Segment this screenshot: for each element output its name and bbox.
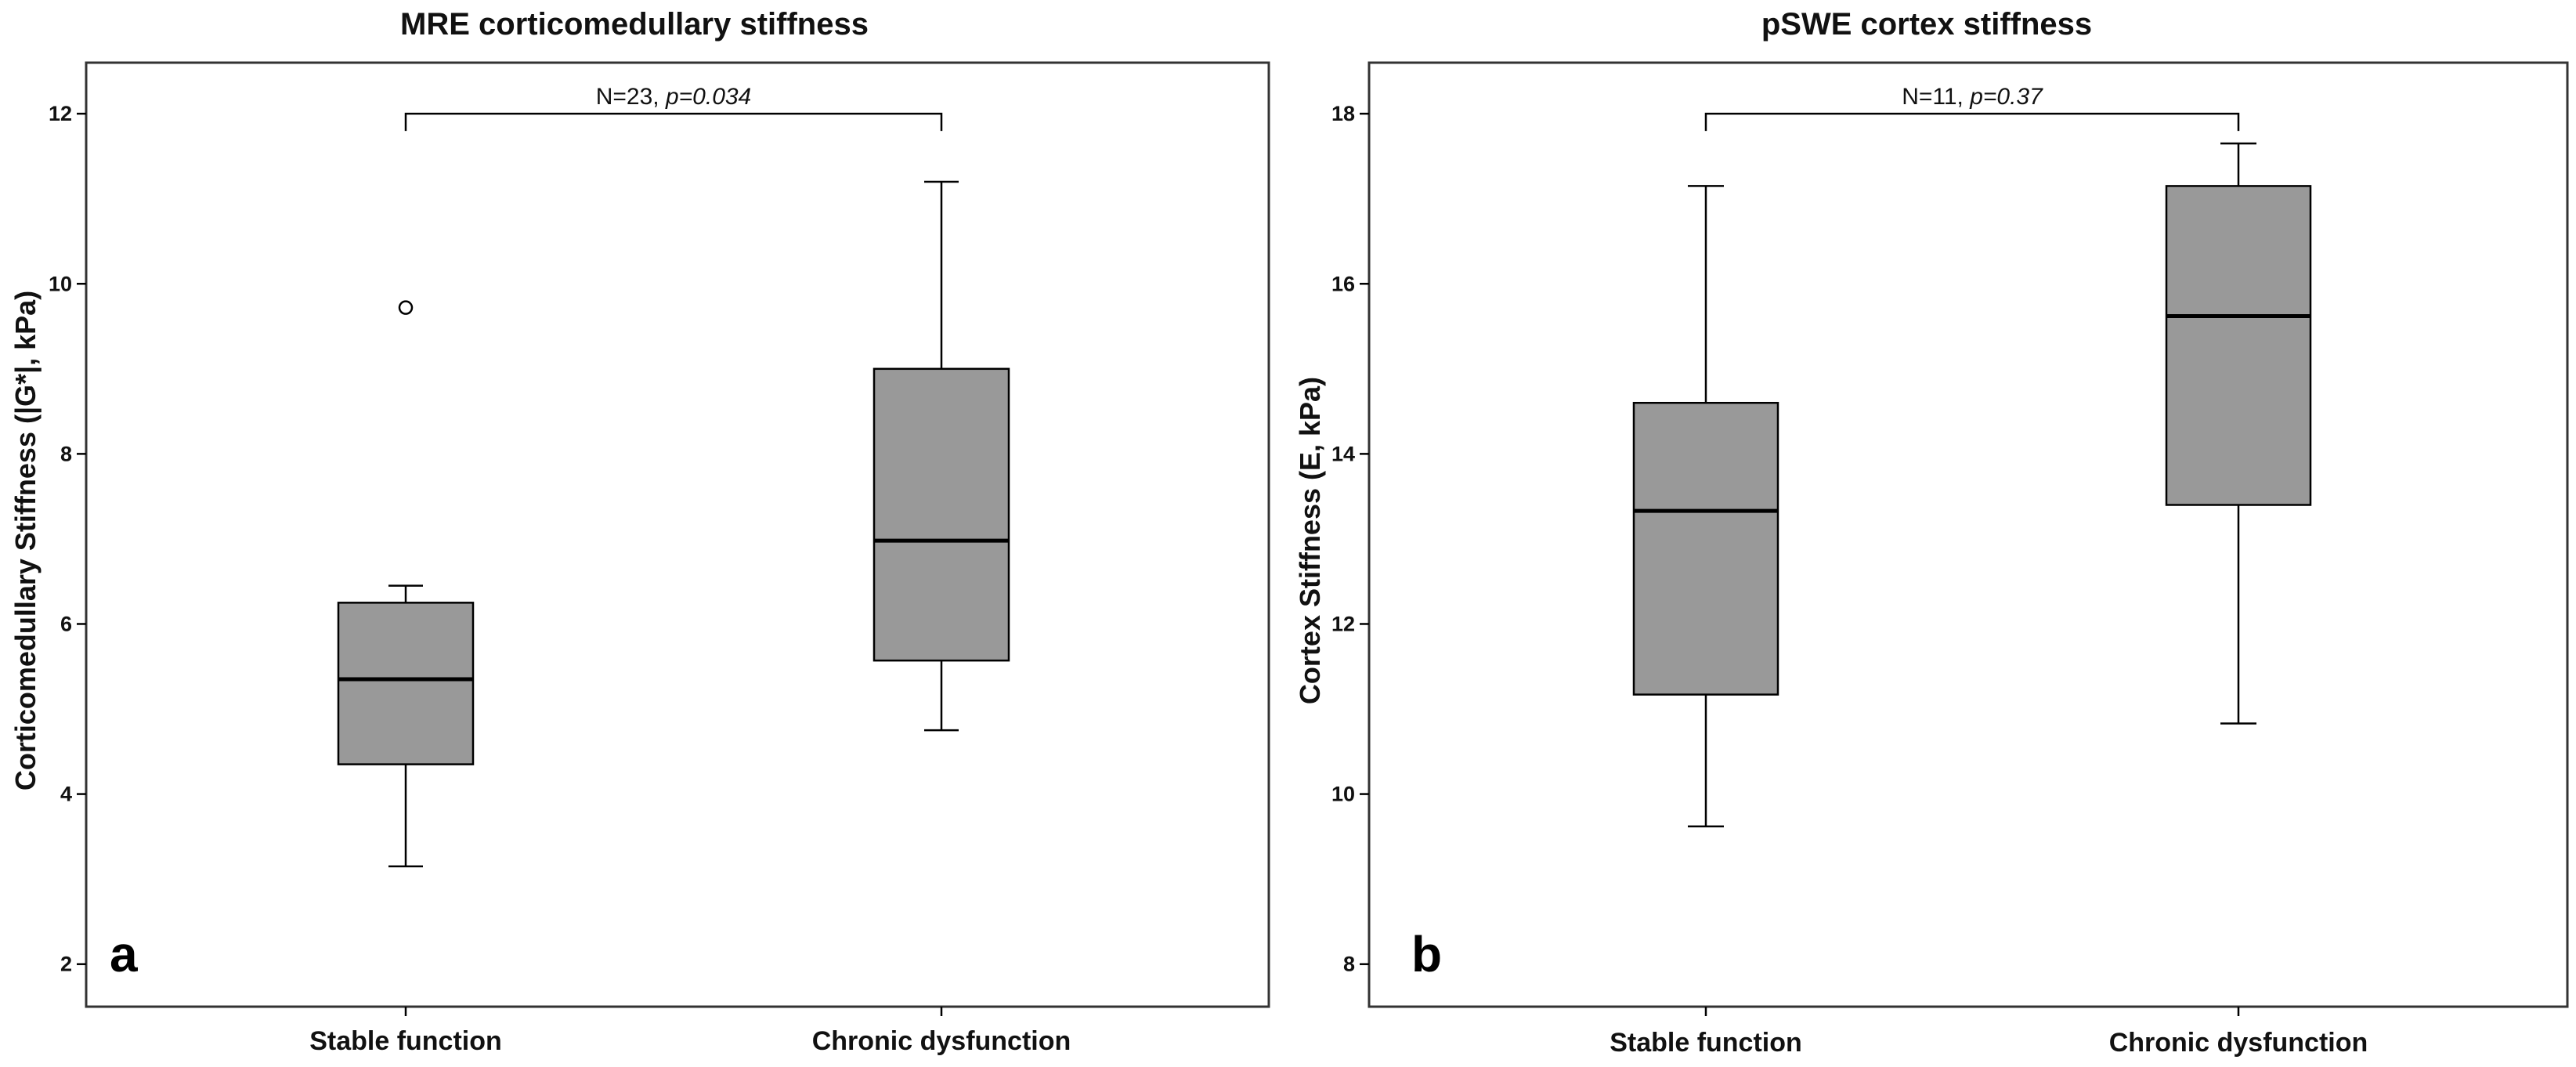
y-tick-label: 12 (49, 102, 72, 125)
y-tick-label: 10 (49, 272, 72, 295)
y-tick-label: 12 (1331, 612, 1355, 635)
y-tick-label: 16 (1331, 272, 1355, 295)
box-stable-function (337, 300, 475, 868)
y-axis-label: Corticomedullary Stiffness (|G*|, kPa) (9, 291, 42, 790)
iqr-box (337, 602, 475, 765)
y-axis: 8 10 12 14 16 18 Stable function Chronic dysfun… (1331, 102, 2368, 1058)
y-tick-label: 4 (60, 783, 72, 806)
p-value: p=0.37 (1969, 84, 2043, 110)
significance-text: N=23, p=0.034 (596, 84, 752, 110)
panel-a: MRE corticomedullary stiffness Corticome… (9, 7, 1270, 1056)
n-value: N=11, (1902, 84, 1970, 110)
boxes (1632, 142, 2312, 828)
significance-annotation: N=23, p=0.034 (404, 84, 943, 132)
iqr-box (1632, 401, 1779, 696)
x-category-label: Chronic dysfunction (2109, 1028, 2368, 1058)
box-chronic-dysfunction (2165, 142, 2312, 725)
y-tick-label: 8 (60, 442, 72, 465)
panel-letter: a (110, 926, 138, 982)
chart-title: MRE corticomedullary stiffness (400, 7, 869, 42)
y-tick-label: 2 (60, 953, 72, 976)
y-tick-label: 10 (1331, 783, 1355, 806)
n-value: N=23, (596, 84, 666, 110)
panel-b: pSWE cortex stiffness Cortex Stiffness (… (1294, 7, 2569, 1058)
significance-annotation: N=11, p=0.37 (1704, 84, 2240, 132)
y-axis: 2 4 6 8 10 12 Stable function Chronic dysfuncti… (49, 102, 1071, 1056)
significance-bracket (1704, 112, 2240, 132)
y-tick-label: 14 (1331, 442, 1355, 465)
plot-frame (85, 61, 1270, 1008)
y-tick-label: 6 (60, 612, 72, 635)
p-value: p=0.034 (665, 84, 751, 110)
iqr-box (2165, 185, 2312, 506)
x-category-label: Stable function (309, 1026, 502, 1056)
boxes (337, 180, 1010, 868)
y-tick-label: 8 (1343, 953, 1355, 976)
outlier-point (398, 300, 414, 315)
box-stable-function (1632, 185, 1779, 828)
panel-letter: b (1411, 926, 1442, 982)
y-axis-label: Cortex Stiffness (E, kPa) (1294, 377, 1326, 704)
significance-text: N=11, p=0.37 (1902, 84, 2043, 110)
chart-title: pSWE cortex stiffness (1761, 7, 2092, 42)
box-chronic-dysfunction (873, 180, 1010, 732)
x-category-label: Chronic dysfunction (812, 1026, 1071, 1056)
plot-frame (1367, 61, 2569, 1008)
significance-bracket (404, 112, 943, 132)
y-tick-label: 18 (1331, 102, 1355, 125)
iqr-box (873, 367, 1010, 662)
x-category-label: Stable function (1610, 1028, 1802, 1058)
